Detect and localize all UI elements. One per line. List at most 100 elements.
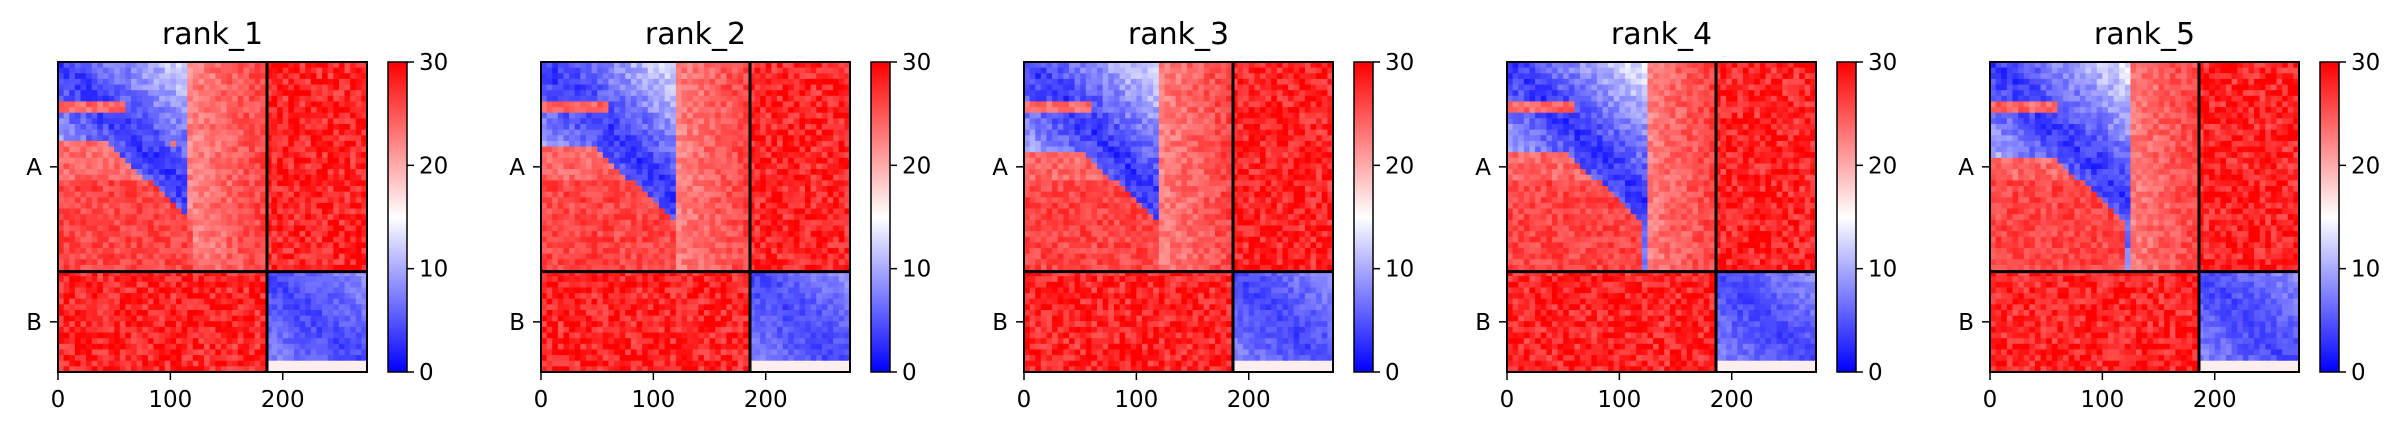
heatmap-cell	[737, 135, 744, 142]
heatmap-cell	[119, 276, 127, 283]
heatmap-cell	[625, 259, 632, 266]
heatmap-cell	[164, 264, 171, 272]
heatmap-cell	[187, 214, 194, 221]
heatmap-cell	[108, 90, 115, 97]
heatmap-cell	[198, 287, 205, 294]
heatmap-cell	[232, 124, 239, 131]
heatmap-cell	[630, 242, 638, 249]
heatmap-cell	[597, 146, 604, 153]
heatmap-cell	[192, 326, 200, 334]
heatmap-cell	[692, 112, 699, 119]
heatmap-cell	[703, 140, 711, 148]
heatmap-cell	[243, 349, 250, 356]
heatmap-cell	[658, 191, 666, 198]
heatmap-cell	[164, 163, 171, 170]
heatmap-cell	[74, 242, 82, 249]
heatmap-cell	[630, 236, 638, 243]
heatmap-cell	[361, 140, 368, 148]
heatmap-cell	[69, 78, 76, 86]
heatmap-cell	[86, 321, 93, 328]
heatmap-cell	[232, 225, 239, 232]
heatmap-cell	[760, 101, 767, 108]
heatmap-cell	[776, 90, 784, 97]
heatmap-cell	[125, 225, 132, 232]
heatmap-cell	[748, 236, 756, 243]
heatmap-cell	[636, 259, 643, 266]
heatmap-cell	[181, 360, 188, 367]
heatmap-cell	[692, 180, 699, 187]
heatmap-cell	[653, 259, 660, 266]
heatmap-cell	[243, 236, 250, 243]
heatmap-cell	[91, 264, 98, 272]
heatmap-cell	[58, 315, 65, 322]
heatmap-cell	[305, 73, 312, 80]
heatmap-cell	[625, 90, 632, 97]
heatmap-cell	[254, 355, 261, 362]
heatmap-cell	[97, 253, 104, 260]
heatmap-cell	[293, 304, 301, 311]
heatmap-cell	[102, 101, 110, 108]
heatmap-cell	[344, 84, 351, 91]
heatmap-cell	[338, 310, 346, 317]
heatmap-cell	[226, 304, 233, 311]
heatmap-cell	[754, 135, 761, 142]
heatmap-cell	[316, 281, 323, 289]
heatmap-cell	[226, 67, 233, 74]
heatmap-cell	[254, 343, 261, 351]
heatmap-cell	[237, 242, 244, 249]
heatmap-cell	[63, 208, 70, 215]
heatmap-cell	[209, 197, 216, 204]
heatmap-cell	[771, 202, 778, 210]
heatmap-cell	[125, 343, 132, 351]
heatmap-cell	[310, 315, 318, 322]
heatmap-cell	[580, 157, 587, 165]
heatmap-cell	[569, 186, 576, 193]
heatmap-cell	[681, 242, 688, 249]
heatmap-cell	[187, 62, 194, 69]
heatmap-cell	[350, 191, 357, 198]
heatmap-cell	[788, 67, 795, 74]
heatmap-cell	[361, 293, 368, 300]
heatmap-cell	[170, 270, 177, 277]
heatmap-cell	[198, 315, 205, 322]
heatmap-cell	[63, 78, 70, 86]
heatmap-cell	[585, 253, 593, 260]
heatmap-cell	[355, 84, 362, 91]
heatmap-cell	[80, 321, 87, 328]
heatmap-cell	[74, 95, 82, 103]
heatmap-cell	[805, 135, 812, 142]
heatmap-cell	[147, 259, 155, 266]
heatmap-cell	[653, 124, 660, 131]
heatmap-cell	[355, 253, 362, 260]
heatmap-cell	[344, 146, 351, 153]
heatmap-cell	[748, 118, 756, 125]
heatmap-cell	[142, 321, 149, 328]
heatmap-cell	[153, 163, 160, 170]
heatmap-cell	[265, 208, 273, 215]
heatmap-cell	[361, 264, 368, 272]
heatmap-cell	[760, 78, 767, 86]
heatmap-cell	[119, 225, 127, 232]
heatmap-cell	[254, 118, 261, 125]
heatmap-cell	[653, 219, 660, 227]
heatmap-cell	[232, 338, 239, 345]
heatmap-cell	[86, 298, 93, 305]
heatmap-cell	[647, 84, 654, 91]
heatmap-cell	[771, 62, 778, 69]
heatmap-cell	[692, 202, 699, 210]
heatmap-cell	[147, 219, 155, 227]
heatmap-cell	[153, 140, 160, 148]
heatmap-cell	[597, 118, 604, 125]
heatmap-cell	[563, 231, 570, 238]
heatmap-cell	[187, 67, 194, 74]
heatmap-cell	[793, 62, 801, 69]
heatmap-cell	[80, 180, 87, 187]
heatmap-cell	[215, 236, 222, 243]
heatmap-cell	[557, 135, 565, 142]
heatmap-cell	[625, 73, 632, 80]
heatmap-cell	[585, 208, 593, 215]
heatmap-cell	[192, 338, 200, 345]
heatmap-cell	[226, 321, 233, 328]
heatmap-cell	[327, 242, 334, 249]
heatmap-cell	[265, 73, 273, 80]
